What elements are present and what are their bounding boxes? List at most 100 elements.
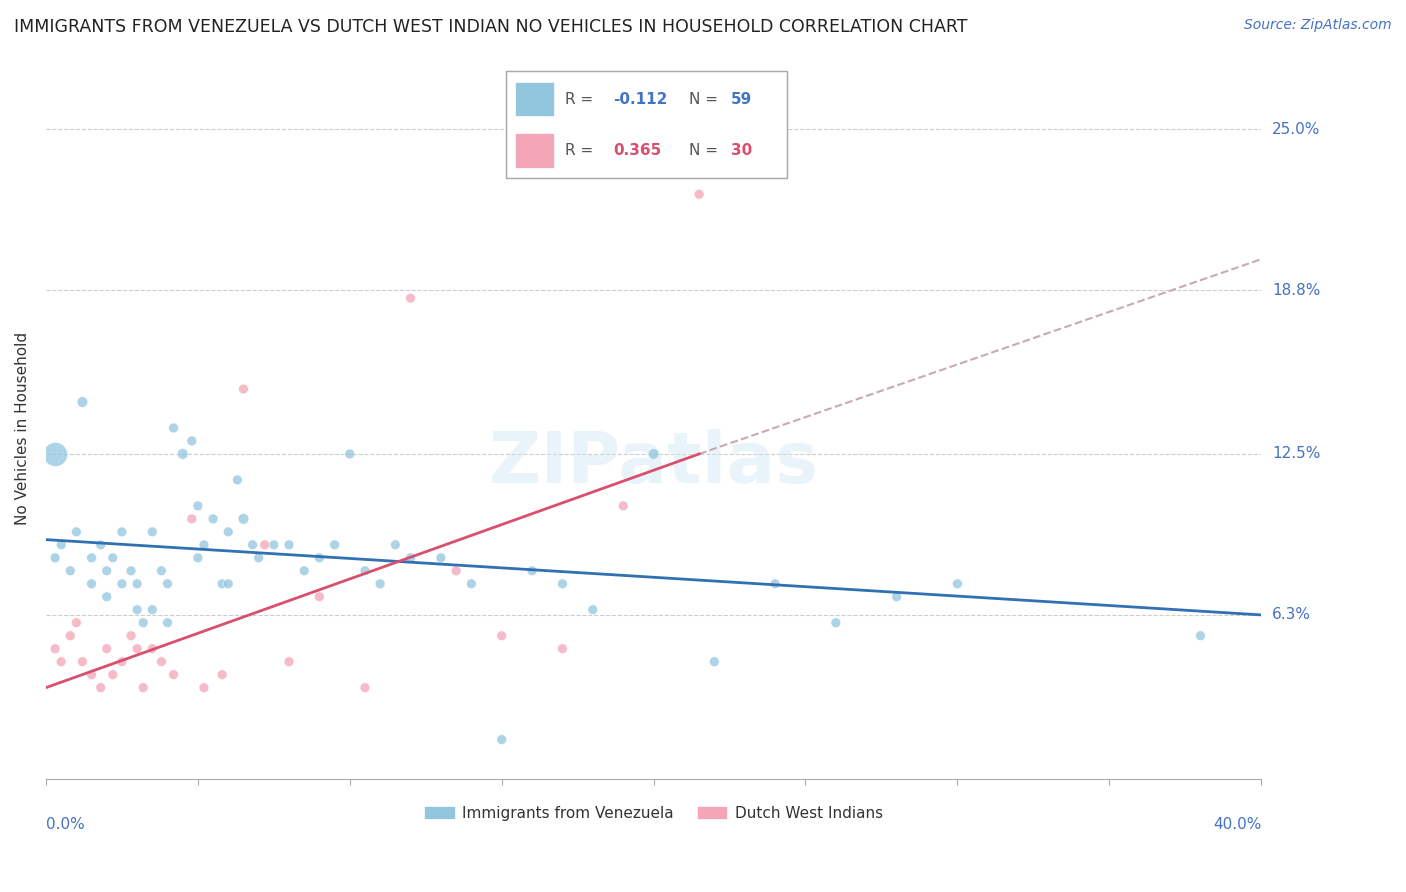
Point bbox=[51, 538, 73, 552]
Point bbox=[150, 655, 173, 669]
Point bbox=[308, 590, 330, 604]
Text: 40.0%: 40.0% bbox=[1213, 817, 1261, 832]
Point bbox=[354, 564, 377, 578]
Point bbox=[156, 615, 179, 630]
Bar bbox=[515, 134, 554, 168]
Point bbox=[101, 667, 124, 681]
Point bbox=[127, 576, 149, 591]
Point bbox=[80, 576, 103, 591]
Point bbox=[292, 564, 315, 578]
Point bbox=[491, 732, 513, 747]
Point bbox=[551, 576, 574, 591]
Text: -0.112: -0.112 bbox=[613, 92, 668, 107]
Point bbox=[120, 629, 142, 643]
Point bbox=[141, 603, 163, 617]
Point bbox=[1189, 629, 1212, 643]
Text: R =: R = bbox=[565, 143, 599, 158]
Point bbox=[111, 655, 134, 669]
Point bbox=[162, 421, 184, 435]
Point bbox=[193, 538, 215, 552]
Point bbox=[150, 564, 173, 578]
Point bbox=[127, 603, 149, 617]
Point bbox=[187, 499, 209, 513]
Point bbox=[520, 564, 543, 578]
Text: Source: ZipAtlas.com: Source: ZipAtlas.com bbox=[1244, 18, 1392, 32]
Point bbox=[263, 538, 285, 552]
Point bbox=[339, 447, 361, 461]
Point bbox=[217, 576, 239, 591]
Point bbox=[51, 655, 73, 669]
Text: 18.8%: 18.8% bbox=[1272, 283, 1320, 298]
Point bbox=[278, 655, 301, 669]
Point bbox=[90, 538, 112, 552]
Point bbox=[612, 499, 634, 513]
Point bbox=[132, 615, 155, 630]
Point bbox=[399, 550, 422, 565]
Point bbox=[430, 550, 453, 565]
Text: 25.0%: 25.0% bbox=[1272, 122, 1320, 136]
Point bbox=[643, 447, 665, 461]
Text: 0.365: 0.365 bbox=[613, 143, 661, 158]
Point bbox=[72, 655, 94, 669]
Point bbox=[44, 447, 66, 461]
Point bbox=[111, 576, 134, 591]
Point bbox=[180, 434, 202, 448]
Point bbox=[211, 667, 233, 681]
Point bbox=[399, 291, 422, 305]
Point bbox=[96, 641, 118, 656]
Point bbox=[44, 550, 66, 565]
Point bbox=[491, 629, 513, 643]
Point bbox=[187, 550, 209, 565]
Point bbox=[242, 538, 264, 552]
Point bbox=[193, 681, 215, 695]
Point bbox=[202, 512, 225, 526]
Point bbox=[101, 550, 124, 565]
Point bbox=[460, 576, 482, 591]
Point bbox=[156, 576, 179, 591]
Point bbox=[825, 615, 848, 630]
Text: N =: N = bbox=[689, 143, 723, 158]
Point bbox=[354, 681, 377, 695]
Point bbox=[141, 524, 163, 539]
Point bbox=[80, 667, 103, 681]
Point bbox=[180, 512, 202, 526]
Point bbox=[96, 590, 118, 604]
Point bbox=[90, 681, 112, 695]
Text: 12.5%: 12.5% bbox=[1272, 446, 1320, 461]
Bar bbox=[515, 82, 554, 116]
Point bbox=[946, 576, 969, 591]
Point bbox=[65, 615, 87, 630]
Point bbox=[232, 382, 254, 396]
Point bbox=[384, 538, 406, 552]
Point bbox=[65, 524, 87, 539]
Y-axis label: No Vehicles in Household: No Vehicles in Household bbox=[15, 332, 30, 524]
Point bbox=[582, 603, 605, 617]
Text: 6.3%: 6.3% bbox=[1272, 607, 1312, 623]
Point bbox=[688, 187, 710, 202]
Point bbox=[308, 550, 330, 565]
Point bbox=[127, 641, 149, 656]
Point bbox=[162, 667, 184, 681]
Point bbox=[226, 473, 249, 487]
Text: R =: R = bbox=[565, 92, 599, 107]
Legend: Immigrants from Venezuela, Dutch West Indians: Immigrants from Venezuela, Dutch West In… bbox=[418, 799, 889, 827]
Text: ZIPatlas: ZIPatlas bbox=[488, 428, 818, 498]
Point bbox=[703, 655, 725, 669]
Text: 59: 59 bbox=[731, 92, 752, 107]
Point bbox=[172, 447, 194, 461]
Point bbox=[444, 564, 467, 578]
Point bbox=[132, 681, 155, 695]
Point bbox=[278, 538, 301, 552]
Point bbox=[763, 576, 786, 591]
Point bbox=[141, 641, 163, 656]
Point bbox=[253, 538, 276, 552]
Point bbox=[247, 550, 270, 565]
Point bbox=[886, 590, 908, 604]
Point bbox=[111, 524, 134, 539]
Point bbox=[59, 564, 82, 578]
Text: 30: 30 bbox=[731, 143, 752, 158]
Point bbox=[80, 550, 103, 565]
Point bbox=[368, 576, 391, 591]
Point bbox=[217, 524, 239, 539]
Point bbox=[120, 564, 142, 578]
